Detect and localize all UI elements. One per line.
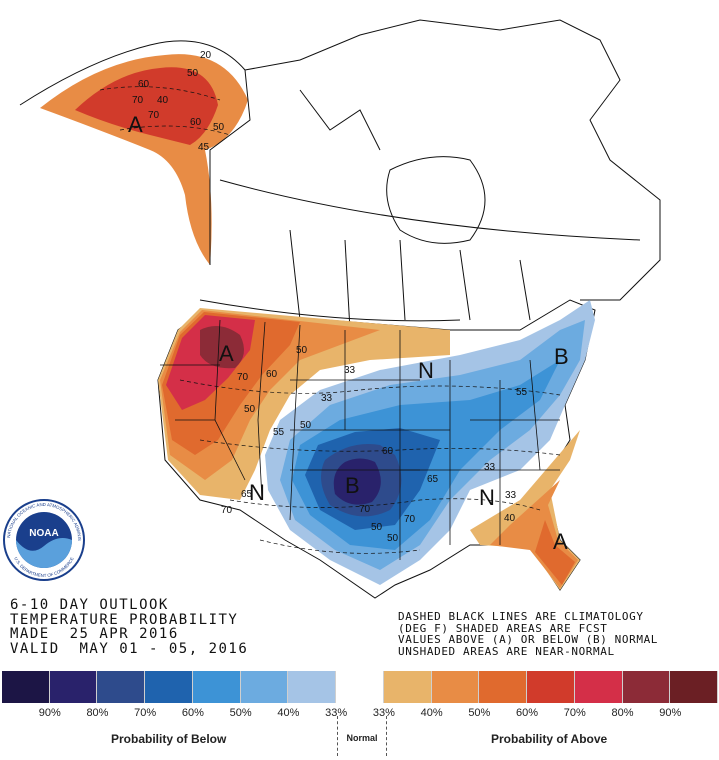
legend-swatch	[574, 671, 623, 703]
contour-label: 50	[296, 345, 308, 356]
legend-swatch	[336, 671, 384, 703]
legend-swatch	[431, 671, 480, 703]
legend-tick-label: 80%	[611, 707, 634, 719]
contour-label: 55	[516, 387, 528, 398]
contour-label: 70	[404, 514, 416, 525]
contour-label: 65	[427, 474, 439, 485]
contour-label: 55	[273, 427, 285, 438]
outlook-map: A A B B A N N N 60 50 70 40 70 60 50 45 …	[3, 19, 661, 599]
legend-swatch	[97, 671, 146, 703]
contour-label: 45	[198, 142, 210, 153]
legend-swatch	[479, 671, 528, 703]
northeast-below-label: B	[554, 344, 569, 369]
above-caption: Probability of Above	[491, 732, 608, 746]
below-caption: Probability of Below	[111, 732, 227, 746]
note-line: (DEG F) SHADED AREAS ARE FCST	[398, 621, 608, 635]
contour-label: 60	[382, 446, 394, 457]
legend-tick-label: 60%	[181, 707, 204, 719]
contour-label: 20	[200, 50, 212, 61]
contour-label: 60	[266, 369, 278, 380]
contour-label: 50	[300, 420, 312, 431]
contour-label: 50	[244, 404, 256, 415]
contour-label: 33	[321, 393, 333, 404]
outlook-title: 6-10 DAY OUTLOOK TEMPERATURE PROBABILITY M…	[10, 598, 248, 656]
legend-tick-label: 70%	[563, 707, 586, 719]
contour-label: 60	[190, 117, 202, 128]
legend-tick-label: 70%	[134, 707, 157, 719]
note-line: UNSHADED AREAS ARE NEAR-NORMAL	[398, 645, 615, 659]
greatlakes-normal-label: N	[418, 358, 434, 383]
legend-tick-label: 33%	[325, 707, 348, 719]
title-line: VALID MAY 01 - 05, 2016	[10, 640, 249, 657]
title-line: TEMPERATURE PROBABILITY	[10, 611, 239, 628]
legend-tick-label: 90%	[659, 707, 682, 719]
legend-swatch	[192, 671, 241, 703]
contour-label: 33	[344, 365, 356, 376]
note-line: VALUES ABOVE (A) OR BELOW (B) NORMAL	[398, 633, 659, 647]
contour-label: 50	[213, 122, 225, 133]
legend-tick-label: 40%	[277, 707, 300, 719]
contour-label: 40	[504, 513, 516, 524]
southeast-above-60	[535, 520, 575, 585]
legend-swatch	[49, 671, 98, 703]
southwest-normal-label: N	[249, 480, 265, 505]
contour-label: 50	[387, 533, 399, 544]
legend-swatch	[527, 671, 575, 703]
central-below-label: B	[345, 473, 360, 498]
legend-swatch	[240, 671, 289, 703]
legend-tick-label: 80%	[86, 707, 109, 719]
probability-tick-labels: 90% 80% 70% 60% 50% 40% 33% 33% 40% 50% 60% 70% 80% 9…	[2, 707, 718, 723]
legend-tick-label: 33%	[372, 707, 395, 719]
contour-label: 50	[187, 68, 199, 79]
legend-swatch	[622, 671, 671, 703]
normal-divider-right	[386, 716, 387, 756]
legend-swatch	[2, 671, 50, 703]
alaska-above-label: A	[128, 112, 143, 137]
legend-tick-label: 40%	[420, 707, 443, 719]
normal-caption: Normal	[346, 733, 378, 743]
contour-label: 33	[505, 490, 517, 501]
southeast-normal-label: N	[479, 485, 495, 510]
contour-label: 50	[371, 522, 383, 533]
contour-label: 33	[484, 462, 496, 473]
contour-label: 60	[138, 79, 150, 90]
legend-tick-label: 60%	[516, 707, 539, 719]
noaa-logo: NOAA NATIONAL OCEANIC AND ATMOSPHERIC AD…	[3, 499, 85, 581]
noaa-logo-text: NOAA	[29, 528, 58, 539]
southeast-above-label: A	[553, 529, 568, 554]
title-line: 6-10 DAY OUTLOOK	[10, 597, 169, 613]
contour-label: 40	[157, 95, 169, 106]
legend-notes: DASHED BLACK LINES ARE CLIMATOLOGY (DEG F…	[398, 611, 658, 658]
contour-label: 70	[132, 95, 144, 106]
contour-label: 70	[237, 372, 249, 383]
alaska-above-60	[75, 67, 218, 145]
legend-swatch	[383, 671, 432, 703]
normal-divider-left	[337, 716, 338, 756]
northwest-above-label: A	[219, 341, 234, 366]
west-above-80	[200, 326, 244, 369]
legend-tick-label: 90%	[38, 707, 61, 719]
note-line: DASHED BLACK LINES ARE CLIMATOLOGY	[398, 610, 644, 623]
probability-color-scale	[2, 671, 719, 703]
contour-label: 70	[359, 504, 371, 515]
legend-swatch	[145, 671, 193, 703]
legend-swatch	[288, 671, 337, 703]
contour-label: 70	[221, 505, 233, 516]
contour-label: 70	[148, 110, 160, 121]
contour-label: 65	[241, 489, 253, 500]
legend-tick-label: 50%	[229, 707, 252, 719]
legend-tick-label: 50%	[468, 707, 491, 719]
legend-swatch	[670, 671, 719, 703]
title-line: MADE 25 APR 2016	[10, 626, 179, 642]
